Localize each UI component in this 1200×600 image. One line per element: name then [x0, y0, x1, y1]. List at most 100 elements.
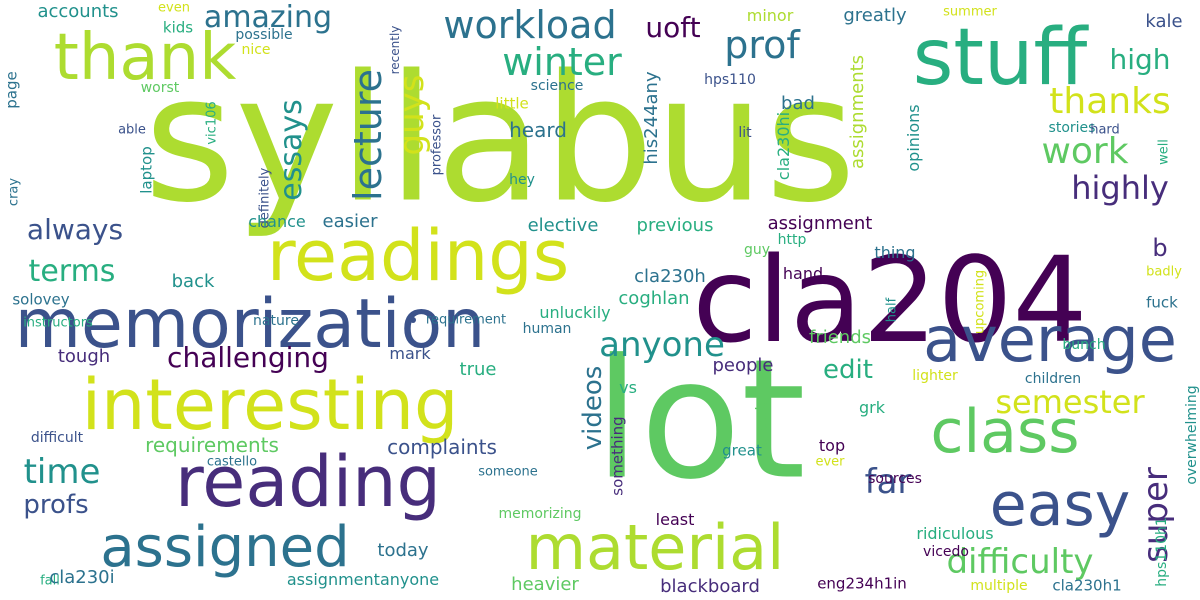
word-recently: recently	[388, 25, 402, 75]
word-heard: heard	[509, 118, 567, 142]
word-high: high	[1109, 43, 1171, 76]
word-great: great	[722, 441, 762, 460]
bullet-dot	[238, 318, 244, 324]
word-instructors: instructors	[23, 315, 93, 331]
word-kids: kids	[162, 18, 194, 37]
word-sources: sources	[868, 471, 922, 487]
word-guy: guy	[743, 242, 771, 258]
word-least: least	[655, 510, 695, 529]
word-his244any: his244any	[641, 71, 662, 165]
word-difficulty: difficulty	[946, 542, 1094, 582]
word-anyone: anyone	[599, 325, 725, 365]
word-challenging: challenging	[167, 341, 329, 374]
word-videos: videos	[578, 365, 608, 451]
word-upcoming: upcoming	[972, 269, 988, 335]
word-fall: fall	[40, 573, 60, 589]
word-cla230h1: cla230h1	[1052, 576, 1122, 595]
word-overwhelming: overwhelming	[1184, 385, 1200, 485]
word-prof: prof	[724, 23, 800, 67]
word-essays: essays	[274, 99, 309, 201]
word-requirement: requirement	[425, 312, 507, 328]
word-lot: lot	[594, 323, 806, 516]
word-vs: vs	[619, 378, 637, 397]
word-hps110: hps110	[704, 72, 756, 88]
word-lighter: lighter	[912, 368, 958, 384]
word-readings: readings	[266, 215, 570, 297]
word-thanks: thanks	[1049, 81, 1171, 122]
word-unluckily: unluckily	[539, 303, 611, 322]
word-hey: hey	[509, 172, 535, 188]
word-semester: semester	[995, 383, 1145, 421]
word-hard: hard	[1090, 122, 1120, 138]
word-assigned: assigned	[100, 515, 350, 580]
word-difficult: difficult	[30, 430, 84, 446]
word-half: half	[884, 297, 900, 323]
word-time: time	[23, 452, 101, 492]
word-hand: hand	[782, 264, 824, 283]
word-something: something	[608, 416, 627, 496]
word-laptop: laptop	[137, 146, 156, 194]
word-able: able	[118, 122, 146, 138]
word-blackboard: blackboard	[660, 576, 760, 597]
word-assignments: assignments	[847, 54, 868, 170]
word-back: back	[171, 271, 215, 292]
bullet-dot	[410, 317, 416, 323]
word-castello: castello	[206, 454, 258, 470]
word-true: true	[459, 359, 497, 380]
word-syllabus: syllabus	[143, 38, 857, 242]
word-greek: greek	[752, 401, 771, 447]
word-reading: reading	[175, 441, 441, 523]
word-ridiculous: ridiculous	[916, 524, 994, 543]
word-lecture: lecture	[346, 69, 390, 201]
word-professor: professor	[429, 114, 445, 176]
word-hps110h1: hps110h1	[1154, 517, 1170, 587]
word-assignment: assignment	[767, 213, 873, 234]
word-highly: highly	[1071, 169, 1169, 207]
word-easy: easy	[989, 470, 1131, 540]
word-people: people	[712, 355, 774, 376]
word-possible: possible	[235, 27, 293, 43]
word-interesting: interesting	[81, 364, 459, 446]
word-solovey: solovey	[12, 290, 70, 309]
word-stories: stories	[1048, 120, 1096, 136]
word-friends: friends	[808, 327, 872, 348]
word-summer: summer	[943, 4, 997, 20]
word-little: little	[495, 94, 529, 113]
word-http: http	[777, 232, 807, 248]
word-nature: nature	[253, 313, 299, 329]
word-complaints: complaints	[387, 435, 497, 459]
word-bad: bad	[781, 93, 815, 114]
word-thank: thank	[53, 21, 237, 95]
word-worst: worst	[140, 80, 180, 96]
word-stuff: stuff	[912, 13, 1088, 103]
word-cla204: cla204	[692, 231, 1088, 369]
word-eng234h1in: eng234h1in	[817, 574, 907, 593]
word-memorization: memorization	[14, 285, 486, 364]
word-accounts: accounts	[37, 1, 119, 22]
word-elective: elective	[527, 215, 599, 236]
word-average: average	[923, 303, 1177, 376]
word-lit: lit	[738, 125, 752, 141]
word-cla230i: cla230i	[49, 567, 115, 588]
word-easier: easier	[322, 211, 378, 232]
word-kale: kale	[1145, 11, 1183, 32]
word-grk: grk	[859, 398, 885, 417]
word-ever: ever	[815, 454, 845, 470]
word-memorizing: memorizing	[498, 506, 582, 522]
word-chance: chance	[248, 212, 306, 231]
word-cray: cray	[6, 177, 22, 207]
word-science: science	[530, 78, 584, 94]
word-today: today	[377, 540, 429, 561]
word-vicedo: vicedo	[923, 544, 969, 560]
word-winter: winter	[502, 40, 622, 84]
word-well: well	[1156, 139, 1172, 165]
word-always: always	[26, 213, 124, 246]
word-fuck: fuck	[1146, 293, 1178, 312]
word-nice: nice	[241, 42, 271, 58]
word-amazing: amazing	[203, 0, 333, 35]
word-material: material	[525, 511, 785, 584]
word-edit: edit	[823, 355, 873, 385]
word-human: human	[522, 321, 572, 337]
word-opinions: opinions	[904, 104, 923, 172]
word-minor: minor	[746, 6, 794, 25]
